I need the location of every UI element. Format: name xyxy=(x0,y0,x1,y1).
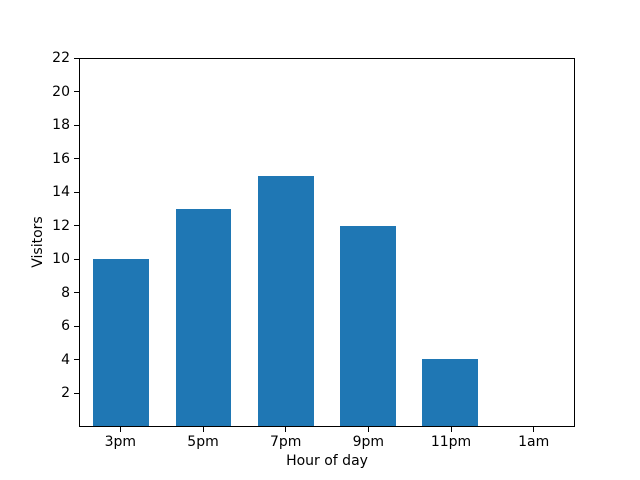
x-tick-label: 1am xyxy=(518,434,550,450)
y-tick-mark xyxy=(74,225,79,227)
y-tick-mark xyxy=(74,292,79,294)
y-tick-label: 16 xyxy=(52,150,70,167)
y-tick-label: 22 xyxy=(52,50,70,66)
bar-slot-9pm xyxy=(327,59,409,426)
y-tick-label: 10 xyxy=(52,251,70,268)
y-tick-label: 6 xyxy=(61,318,70,335)
y-tick-mark xyxy=(74,359,79,361)
x-tick-label: 5pm xyxy=(187,434,219,450)
x-tick-mark xyxy=(202,427,204,432)
x-tick-label: 11pm xyxy=(430,434,472,450)
y-tick-mark xyxy=(74,57,79,59)
bar-3pm xyxy=(93,259,150,426)
y-tick-label: 18 xyxy=(52,117,70,134)
y-tick-mark xyxy=(74,124,79,126)
x-tick-label: 3pm xyxy=(104,434,137,450)
y-tick-mark xyxy=(74,392,79,394)
bar-slot-5pm xyxy=(162,59,244,426)
bar-slot-11pm xyxy=(409,59,491,426)
x-tick-mark xyxy=(533,427,535,432)
x-tick-mark xyxy=(119,427,121,432)
y-tick-mark xyxy=(74,158,79,160)
bar-slot-7pm xyxy=(245,59,327,426)
x-tick-label: 9pm xyxy=(352,434,385,450)
x-tick-mark xyxy=(450,427,452,432)
y-tick-label: 2 xyxy=(61,385,70,402)
y-tick-mark xyxy=(74,91,79,93)
bar-11pm xyxy=(422,359,479,426)
y-tick-mark xyxy=(74,191,79,193)
bars-container xyxy=(80,59,574,426)
y-tick-label: 14 xyxy=(52,184,70,201)
y-tick-label: 20 xyxy=(52,83,70,100)
y-axis-label: Visitors xyxy=(30,216,46,268)
plot-area xyxy=(79,58,575,427)
bar-slot-3pm xyxy=(80,59,162,426)
bar-9pm xyxy=(340,225,397,426)
bar-7pm xyxy=(257,175,314,426)
y-tick-label: 4 xyxy=(61,351,70,368)
x-tick-label: 7pm xyxy=(269,434,302,450)
x-tick-mark xyxy=(285,427,287,432)
y-tick-mark xyxy=(74,258,79,260)
y-tick-label: 12 xyxy=(52,217,70,234)
bar-slot-1am xyxy=(492,59,574,426)
x-tick-mark xyxy=(367,427,369,432)
bar-5pm xyxy=(175,209,232,426)
y-tick-mark xyxy=(74,325,79,327)
x-axis-label: Hour of day xyxy=(286,453,368,469)
y-tick-label: 8 xyxy=(61,284,70,301)
